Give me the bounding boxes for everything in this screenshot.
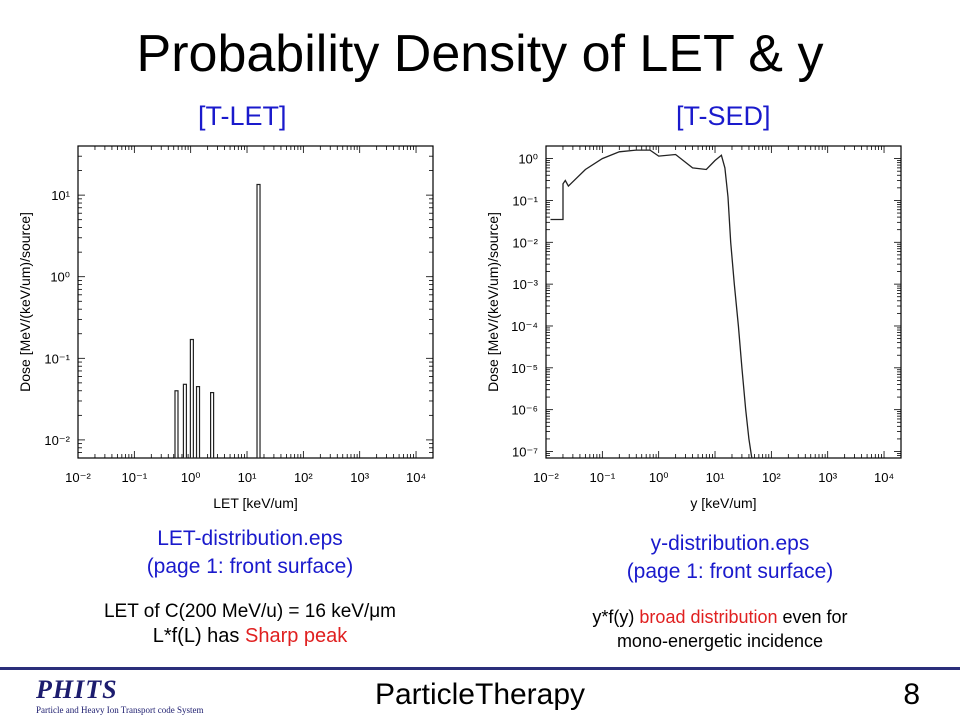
y-tick-label: 10⁰ [50,270,70,285]
left-subtitle: [T-LET] [198,101,287,131]
let-bar [189,338,194,459]
y-tick-label: 10⁻³ [512,277,538,292]
y-axis-label: Dose [MeV/(keV/um)/source] [485,212,501,392]
y-distribution-chart: 10⁻² 10⁻¹ 10⁰ 10¹ 10² 10³ 10⁴ 10⁰ 10⁻¹ 10⁻² 10⁻³ 10… [485,145,902,511]
y-tick-label: 10⁻⁷ [512,445,538,460]
logo-subtitle: Particle and Heavy Ion Transport code Sy… [36,705,204,715]
right-caption-line1: y-distribution.eps [650,532,810,555]
y-distribution-line [550,149,753,459]
right-note-line2: mono-energetic incidence [616,631,824,651]
y-tick-label: 10⁻² [512,235,538,250]
footer-divider [0,667,960,670]
x-tick-label: 10⁻² [533,470,559,485]
y-tick-label: 10¹ [51,188,70,203]
right-caption: y-distribution.eps (page 1: front surfac… [580,530,880,586]
right-subtitle: [T-SED] [676,101,771,131]
let-bar [195,386,201,459]
let-bar [174,390,179,459]
plot-frame [77,145,434,459]
right-note: y*f(y) broad distribution even for mono-… [510,605,930,653]
x-tick-label: 10⁻¹ [590,470,616,485]
left-caption-line2: (page 1: front surface) [146,555,354,578]
x-tick-label: 10³ [350,470,369,485]
let-bar [210,391,215,459]
y-tick-label: 10⁻⁵ [511,361,538,376]
right-note-line1: y*f(y) broad distribution even for [510,605,930,629]
logo-text: PHITS [36,675,118,704]
x-tick-label: 10¹ [238,470,257,485]
y-tick-label: 10⁻¹ [512,193,538,208]
left-note: LET of C(200 MeV/u) = 16 keV/μm L*f(L) h… [40,600,460,648]
x-axis-label: LET [keV/um] [213,495,298,511]
x-tick-label: 10⁰ [649,470,669,485]
left-note-line1: LET of C(200 MeV/u) = 16 keV/μm [103,601,397,622]
left-note-text: L*f(L) has [152,625,245,647]
left-note-line2: L*f(L) has Sharp peak [40,624,460,648]
page-number: 8 [903,678,920,711]
y-tick-label: 10⁻² [44,433,70,448]
right-note-text-a: y*f(y) [592,607,640,627]
x-tick-label: 10⁻² [65,470,91,485]
phits-logo: PHITS Particle and Heavy Ion Transport c… [36,675,204,716]
let-bar [182,383,188,459]
left-caption: LET-distribution.eps (page 1: front surf… [100,525,400,581]
x-axis-label: y [keV/um] [690,495,756,511]
x-tick-label: 10⁻¹ [122,470,148,485]
x-tick-label: 10⁰ [181,470,201,485]
broad-distribution-highlight: broad distribution [639,607,778,627]
y-tick-label: 10⁻¹ [44,351,70,366]
y-axis-label: Dose [MeV/(keV/um)/source] [17,212,33,392]
let-bar [256,183,261,459]
right-note-text-c: even for [777,607,848,627]
let-distribution-chart: 10⁻² 10⁻¹ 10⁰ 10¹ 10² 10³ 10⁴ 10⁻² 10⁻¹ 10⁰ 10¹ LET… [17,145,434,511]
y-tick-label: 10⁻⁶ [511,403,538,418]
x-tick-label: 10² [762,470,781,485]
footer-title: ParticleTherapy [374,678,586,711]
x-tick-label: 10⁴ [874,470,894,485]
slide-title: Probability Density of LET & y [136,25,824,83]
x-tick-label: 10³ [818,470,837,485]
x-tick-label: 10² [294,470,313,485]
x-tick-label: 10¹ [706,470,725,485]
x-tick-label: 10⁴ [406,470,426,485]
plot-frame [545,145,902,459]
right-caption-line2: (page 1: front surface) [626,560,834,583]
y-tick-label: 10⁰ [518,152,538,167]
sharp-peak-highlight: Sharp peak [244,625,348,647]
y-tick-label: 10⁻⁴ [511,319,538,334]
left-caption-line1: LET-distribution.eps [157,527,343,550]
